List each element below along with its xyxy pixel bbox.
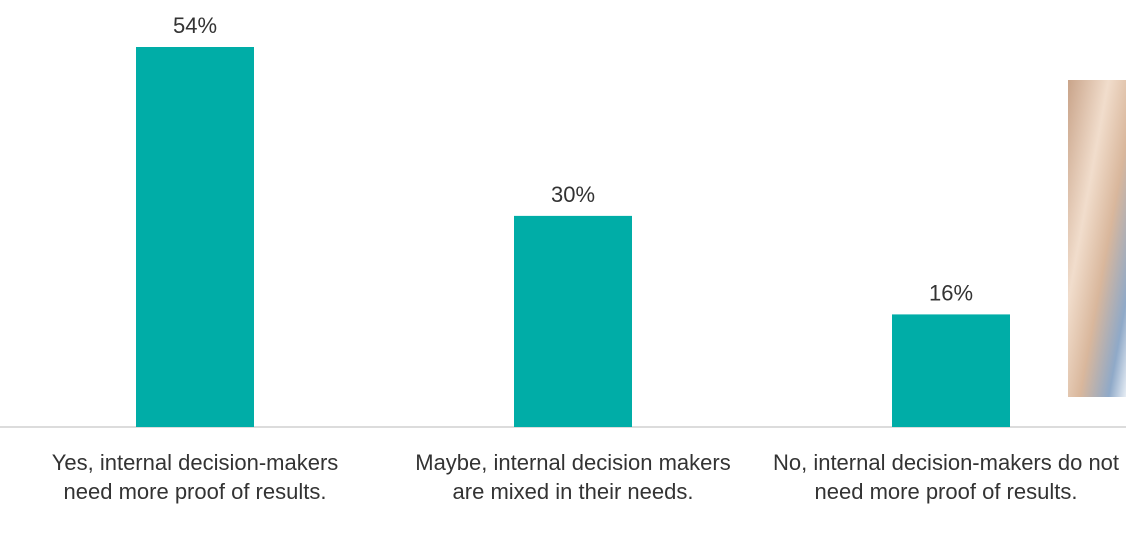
category-label: No, internal decision-makers do not need…	[772, 450, 1120, 504]
bar	[892, 314, 1010, 427]
value-label: 30%	[551, 182, 595, 207]
value-label: 54%	[173, 13, 217, 38]
category-label: Maybe, internal decision makers are mixe…	[415, 450, 731, 504]
photo	[1068, 80, 1126, 397]
category-label: Yes, internal decision-makers need more …	[51, 450, 339, 504]
value-label: 16%	[929, 280, 973, 305]
bar	[136, 47, 254, 427]
bar	[514, 215, 632, 427]
